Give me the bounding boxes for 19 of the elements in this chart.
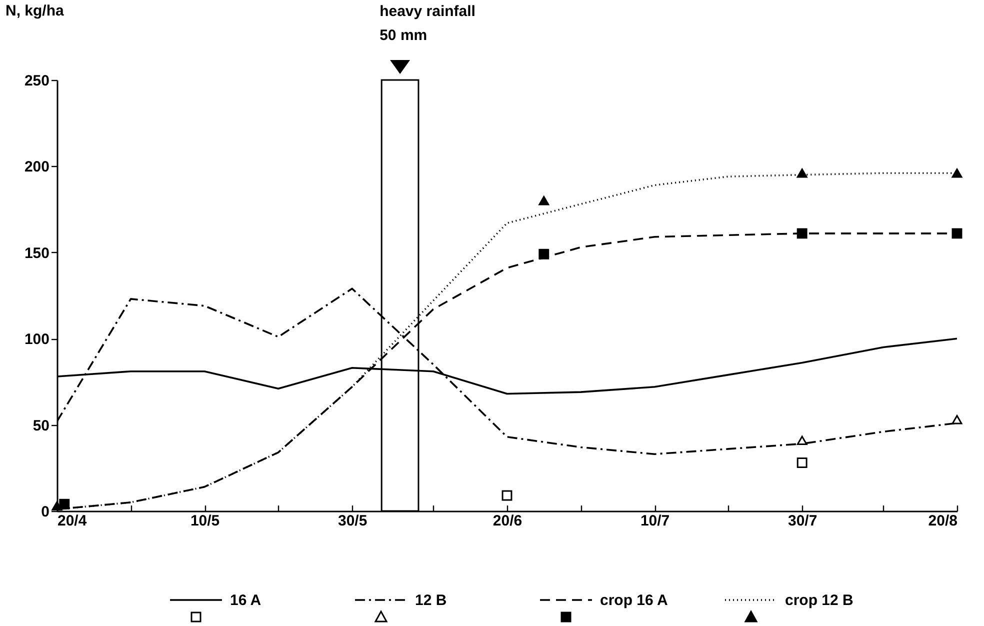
x-tick-label: 30/5 xyxy=(338,512,368,530)
y-axis-title: N, kg/ha xyxy=(6,2,64,20)
band-label: heavy rainfall 50 mm xyxy=(380,3,476,44)
legend-label: 12 B xyxy=(415,592,447,609)
legend-label: 16 A xyxy=(230,592,262,609)
y-tick-label: 150 xyxy=(24,244,50,262)
y-tick-label: 200 xyxy=(24,158,50,176)
x-tick-label: 20/6 xyxy=(492,512,522,530)
y-tick-label: 50 xyxy=(32,417,50,434)
x-tick-label: 10/7 xyxy=(640,512,670,530)
y-tick-label: 100 xyxy=(24,331,50,348)
legend-label: crop 12 B xyxy=(785,592,854,609)
x-tick-label: 30/7 xyxy=(788,512,818,530)
x-tick-label: 10/5 xyxy=(190,512,220,530)
legend-label: crop 16 A xyxy=(600,592,668,609)
y-tick-label: 0 xyxy=(41,504,50,520)
x-tick-label: 20/8 xyxy=(928,512,958,530)
y-tick-label: 250 xyxy=(24,72,50,90)
x-tick-label: 20/4 xyxy=(58,512,88,530)
